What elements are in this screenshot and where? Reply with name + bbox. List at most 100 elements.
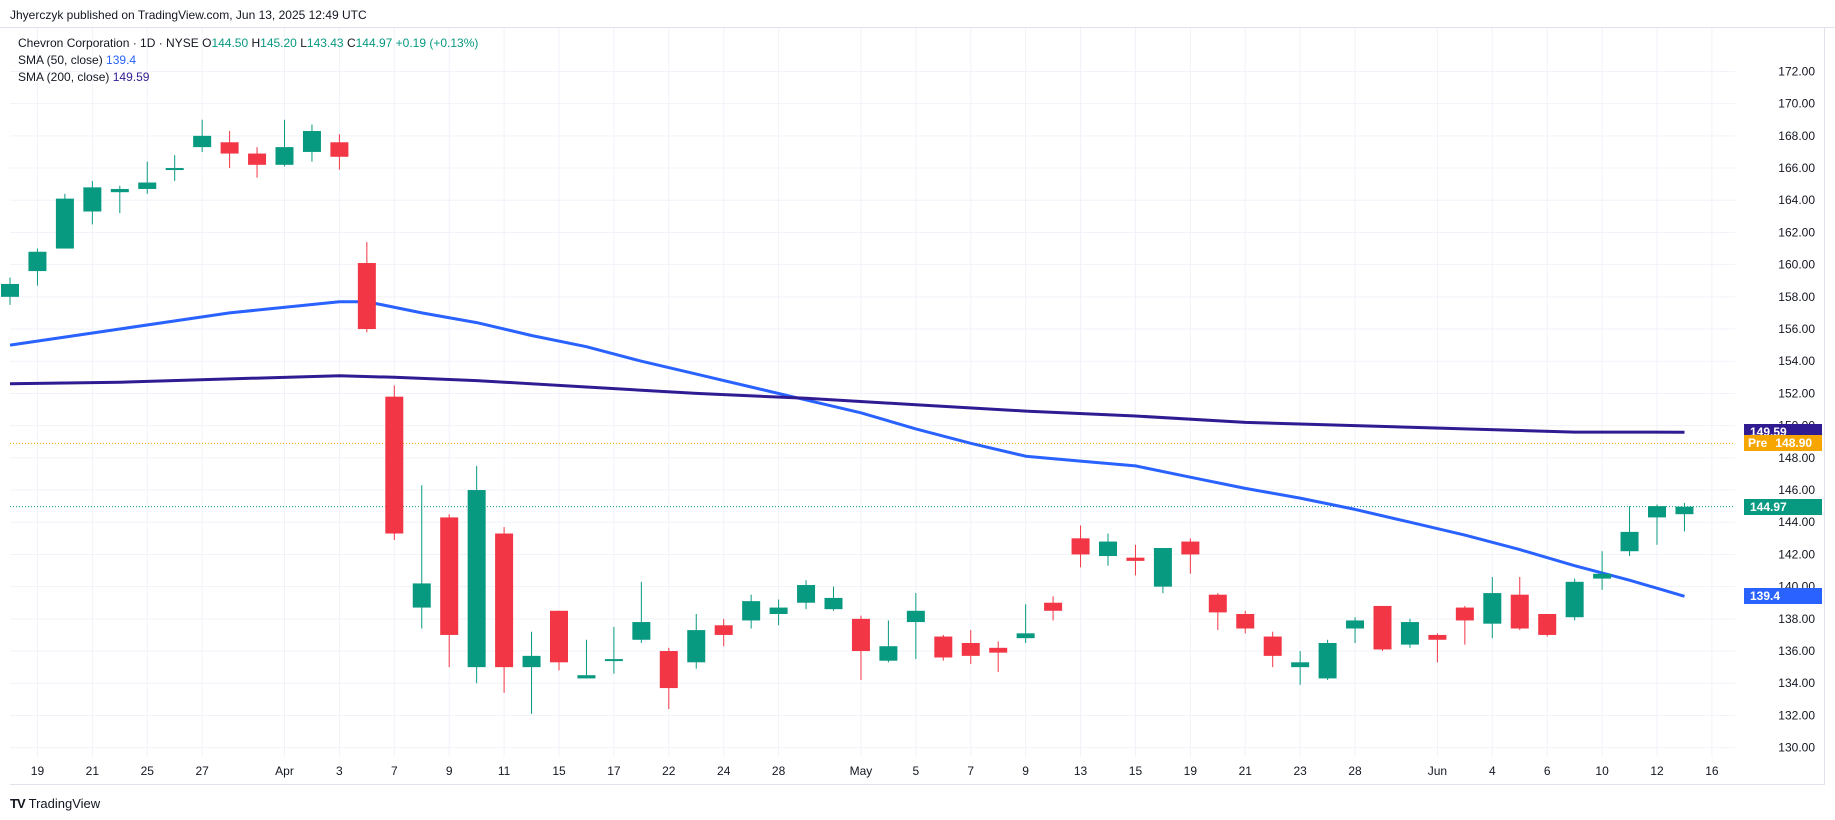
candle-body (1236, 614, 1255, 629)
candle-body (824, 597, 843, 610)
candle-body (1181, 541, 1200, 555)
x-tick-label: 15 (1129, 764, 1143, 778)
tradingview-logo-icon: TV (10, 796, 26, 811)
candle-body (302, 131, 321, 152)
candle-body (165, 168, 184, 171)
x-tick-label: 6 (1544, 764, 1551, 778)
candle-body (1455, 607, 1474, 621)
x-tick-label: 21 (86, 764, 100, 778)
tradingview-logo[interactable]: TV TradingView (10, 796, 100, 811)
candle-body (138, 182, 157, 189)
candle-body (1318, 642, 1337, 679)
candle-body (769, 607, 788, 615)
chart-frame (10, 28, 1825, 785)
legend-close: 144.97 (355, 36, 393, 50)
y-tick-label: 146.00 (1778, 483, 1815, 497)
candle (330, 134, 349, 170)
candle (1538, 614, 1557, 637)
legend-close-label: C (346, 36, 356, 50)
x-tick-label: 19 (1184, 764, 1198, 778)
legend-sma50-row[interactable]: SMA (50, close) 139.4 (18, 52, 478, 69)
candle-body (714, 625, 733, 635)
candle (632, 581, 651, 643)
candle (797, 580, 816, 610)
candle-body (687, 630, 706, 663)
candle (1044, 596, 1063, 621)
legend-open-label: O (202, 36, 212, 50)
candle-body (1538, 614, 1557, 635)
y-tick-label: 160.00 (1778, 258, 1815, 272)
candle (357, 242, 376, 333)
candle-body (1291, 662, 1310, 668)
x-tick-label: 13 (1074, 764, 1088, 778)
candle (412, 485, 431, 629)
legend-sma50-value: 139.4 (106, 53, 137, 67)
x-tick-label: 15 (552, 764, 566, 778)
x-tick-label: 7 (967, 764, 974, 778)
y-tick-label: 144.00 (1778, 515, 1815, 529)
price-axis[interactable]: 130.00132.00134.00136.00138.00140.00142.… (1778, 64, 1815, 754)
y-tick-label: 172.00 (1778, 64, 1815, 78)
candle-body (385, 396, 404, 534)
candle (1510, 576, 1529, 631)
y-tick-label: 164.00 (1778, 193, 1815, 207)
candle-body (742, 601, 761, 621)
candle-body (1208, 594, 1227, 613)
candle-body (1648, 506, 1666, 518)
candle (1400, 618, 1419, 648)
candle (659, 647, 678, 709)
candle-body (55, 198, 74, 249)
published-line: Jhyerczyk published on TradingView.com, … (10, 8, 367, 22)
candle-body (1510, 594, 1529, 629)
x-tick-label: 4 (1489, 764, 1496, 778)
grid-layer (10, 28, 1735, 757)
candle-body (879, 646, 898, 661)
candle-body (412, 583, 431, 608)
candle (1318, 639, 1337, 681)
x-tick-label: 11 (498, 764, 511, 778)
candle (989, 641, 1008, 672)
candle (220, 131, 239, 169)
candle (577, 639, 596, 679)
candle (385, 385, 404, 540)
x-tick-label: 3 (336, 764, 343, 778)
legend-symbol: Chevron Corporation · 1D · NYSE (18, 36, 199, 50)
candle (714, 618, 733, 647)
candle (28, 248, 47, 286)
legend-ohlc-row[interactable]: Chevron Corporation · 1D · NYSE O144.50 … (18, 35, 478, 52)
y-tick-label: 158.00 (1778, 290, 1815, 304)
legend-high-label: H (251, 36, 261, 50)
candle-body (193, 135, 212, 148)
candle (1648, 504, 1666, 545)
candle (110, 185, 129, 214)
candle (1675, 502, 1694, 532)
candle (193, 119, 212, 152)
x-tick-label: 25 (141, 764, 155, 778)
candle (1565, 578, 1584, 621)
candle (604, 626, 623, 674)
x-tick-label: 28 (772, 764, 786, 778)
legend-sma200-row[interactable]: SMA (200, close) 149.59 (18, 69, 478, 86)
candle (824, 586, 843, 611)
x-tick-label: Jun (1428, 764, 1447, 778)
candle (83, 180, 102, 225)
candle-body (1153, 548, 1172, 587)
candles[interactable] (1, 119, 1694, 714)
candle-body (83, 187, 102, 212)
y-tick-label: 136.00 (1778, 644, 1815, 658)
pre-market-value: 148.90 (1775, 436, 1813, 451)
legend-change: +0.19 (+0.13%) (395, 36, 479, 50)
sma-lines (9, 300, 1685, 598)
time-axis[interactable]: 19 21 25 27 Apr 3 7 9 11 15 17 22 24 28 May 5 7 9 13 15 19 21… (31, 764, 1719, 778)
legend: Chevron Corporation · 1D · NYSE O144.50 … (18, 35, 478, 86)
x-tick-label: 16 (1705, 764, 1719, 778)
candle-body (1016, 633, 1035, 639)
candle-body (467, 490, 486, 668)
candle-body (220, 142, 239, 154)
candle-body (1675, 506, 1694, 515)
candle (906, 593, 925, 660)
y-tick-label: 162.00 (1778, 225, 1815, 239)
candle-body (1071, 538, 1090, 555)
legend-sma200-label: SMA (200, close) (18, 70, 110, 84)
